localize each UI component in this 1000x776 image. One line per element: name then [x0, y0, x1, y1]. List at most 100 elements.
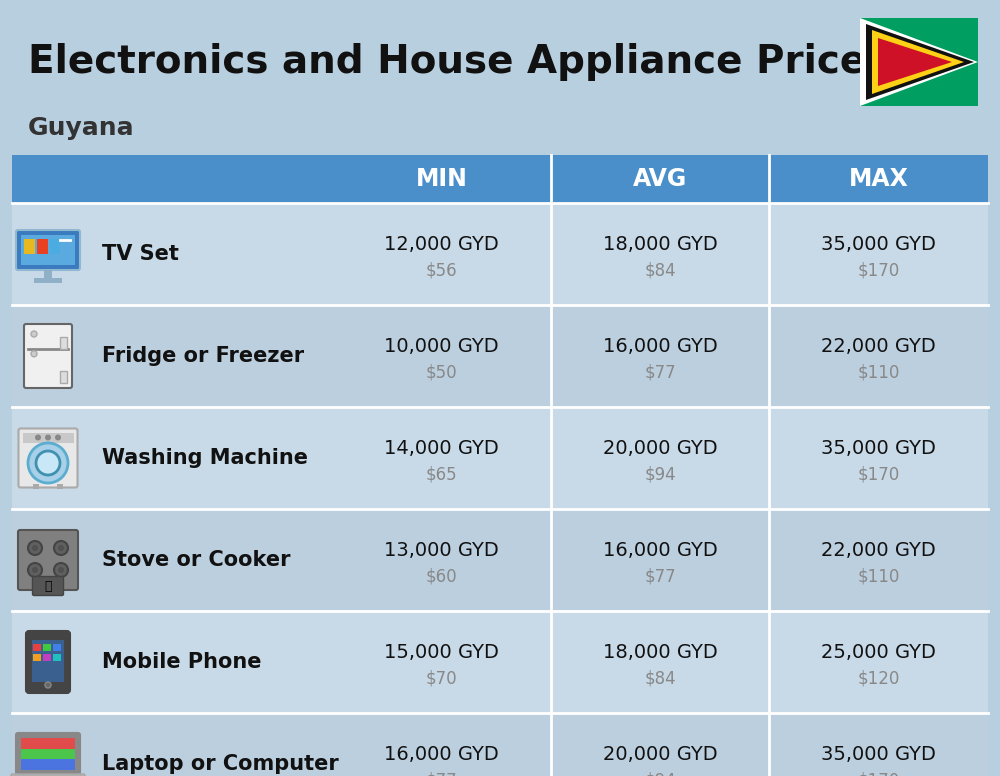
Bar — [43, 644, 51, 651]
Circle shape — [28, 541, 42, 555]
Bar — [34, 278, 62, 283]
Text: $77: $77 — [644, 363, 676, 381]
Text: 35,000 GYD: 35,000 GYD — [821, 234, 936, 254]
Circle shape — [32, 545, 38, 551]
Bar — [60, 337, 67, 348]
Bar — [37, 239, 48, 254]
Circle shape — [31, 351, 37, 357]
Bar — [21, 235, 75, 265]
FancyBboxPatch shape — [11, 774, 85, 776]
Text: TV Set: TV Set — [102, 244, 179, 264]
Text: Electronics and House Appliance Prices: Electronics and House Appliance Prices — [28, 43, 889, 81]
Text: $94: $94 — [644, 771, 676, 776]
Text: $50: $50 — [426, 363, 457, 381]
Bar — [12, 155, 988, 203]
Text: 13,000 GYD: 13,000 GYD — [384, 541, 499, 559]
Text: 20,000 GYD: 20,000 GYD — [603, 744, 717, 764]
Text: $94: $94 — [644, 465, 676, 483]
Text: 10,000 GYD: 10,000 GYD — [384, 337, 499, 355]
Bar — [60, 371, 67, 383]
Circle shape — [28, 563, 42, 577]
Circle shape — [58, 545, 64, 551]
Text: Stove or Cooker: Stove or Cooker — [102, 550, 290, 570]
Text: 16,000 GYD: 16,000 GYD — [384, 744, 499, 764]
Text: 20,000 GYD: 20,000 GYD — [603, 438, 717, 458]
Bar — [21, 749, 75, 760]
Text: $170: $170 — [858, 261, 900, 279]
Bar — [44, 270, 52, 278]
Text: Mobile Phone: Mobile Phone — [102, 652, 262, 672]
Text: 25,000 GYD: 25,000 GYD — [821, 643, 936, 661]
Bar — [22, 432, 74, 442]
Text: 18,000 GYD: 18,000 GYD — [603, 234, 717, 254]
Text: $110: $110 — [857, 363, 900, 381]
Circle shape — [36, 451, 60, 475]
Text: $56: $56 — [426, 261, 457, 279]
Bar — [57, 483, 63, 489]
Bar — [33, 654, 41, 661]
Bar — [21, 760, 75, 770]
Circle shape — [28, 443, 68, 483]
Text: 12,000 GYD: 12,000 GYD — [384, 234, 499, 254]
Bar — [43, 654, 51, 661]
Text: 16,000 GYD: 16,000 GYD — [603, 541, 717, 559]
Circle shape — [32, 567, 38, 573]
Circle shape — [54, 563, 68, 577]
Text: $84: $84 — [644, 261, 676, 279]
Text: $110: $110 — [857, 567, 900, 585]
Polygon shape — [866, 24, 974, 100]
Bar — [53, 654, 61, 661]
Text: 15,000 GYD: 15,000 GYD — [384, 643, 499, 661]
Text: 35,000 GYD: 35,000 GYD — [821, 438, 936, 458]
Text: 🔥: 🔥 — [44, 580, 52, 593]
Text: Washing Machine: Washing Machine — [102, 448, 308, 468]
Text: 18,000 GYD: 18,000 GYD — [603, 643, 717, 661]
FancyBboxPatch shape — [26, 631, 70, 693]
Text: $170: $170 — [858, 465, 900, 483]
Bar — [33, 644, 41, 651]
FancyBboxPatch shape — [18, 428, 78, 487]
Circle shape — [55, 435, 61, 441]
Bar — [33, 483, 39, 489]
Bar — [50, 239, 60, 254]
Text: 16,000 GYD: 16,000 GYD — [603, 337, 717, 355]
Text: MIN: MIN — [415, 167, 467, 191]
Text: $170: $170 — [858, 771, 900, 776]
Text: $120: $120 — [857, 669, 900, 687]
FancyBboxPatch shape — [32, 577, 64, 595]
Bar — [12, 203, 988, 305]
FancyBboxPatch shape — [16, 733, 80, 775]
Text: $70: $70 — [426, 669, 457, 687]
Bar — [21, 738, 75, 749]
Bar — [53, 644, 61, 651]
Bar — [24, 239, 35, 254]
Text: $65: $65 — [426, 465, 457, 483]
Text: 22,000 GYD: 22,000 GYD — [821, 337, 936, 355]
Circle shape — [45, 682, 51, 688]
Circle shape — [35, 435, 41, 441]
Text: Guyana: Guyana — [28, 116, 135, 140]
Bar — [32, 640, 64, 682]
Text: 35,000 GYD: 35,000 GYD — [821, 744, 936, 764]
Text: MAX: MAX — [849, 167, 909, 191]
Bar — [12, 509, 988, 611]
Bar — [860, 18, 978, 106]
Circle shape — [45, 435, 51, 441]
Polygon shape — [860, 18, 978, 106]
FancyBboxPatch shape — [24, 324, 72, 388]
Text: AVG: AVG — [633, 167, 687, 191]
Circle shape — [58, 567, 64, 573]
Text: 14,000 GYD: 14,000 GYD — [384, 438, 499, 458]
Bar — [12, 305, 988, 407]
Text: $77: $77 — [426, 771, 457, 776]
Bar — [12, 611, 988, 713]
Circle shape — [31, 331, 37, 337]
Text: Laptop or Computer: Laptop or Computer — [102, 754, 339, 774]
Bar — [21, 738, 75, 770]
Polygon shape — [872, 30, 964, 94]
FancyBboxPatch shape — [18, 530, 78, 590]
Text: Fridge or Freezer: Fridge or Freezer — [102, 346, 304, 366]
Polygon shape — [878, 38, 952, 86]
Bar — [12, 407, 988, 509]
Circle shape — [54, 541, 68, 555]
